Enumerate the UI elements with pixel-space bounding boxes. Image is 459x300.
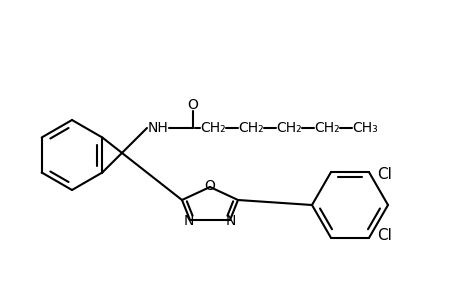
Text: CH₂: CH₂ (238, 121, 263, 135)
Text: CH₂: CH₂ (200, 121, 225, 135)
Text: Cl: Cl (376, 228, 391, 243)
Text: CH₃: CH₃ (351, 121, 377, 135)
Text: N: N (184, 214, 194, 228)
Text: O: O (204, 179, 215, 193)
Text: CH₂: CH₂ (313, 121, 339, 135)
Text: N: N (225, 214, 235, 228)
Text: NH: NH (147, 121, 168, 135)
Text: O: O (187, 98, 198, 112)
Text: Cl: Cl (376, 167, 391, 182)
Text: CH₂: CH₂ (275, 121, 301, 135)
